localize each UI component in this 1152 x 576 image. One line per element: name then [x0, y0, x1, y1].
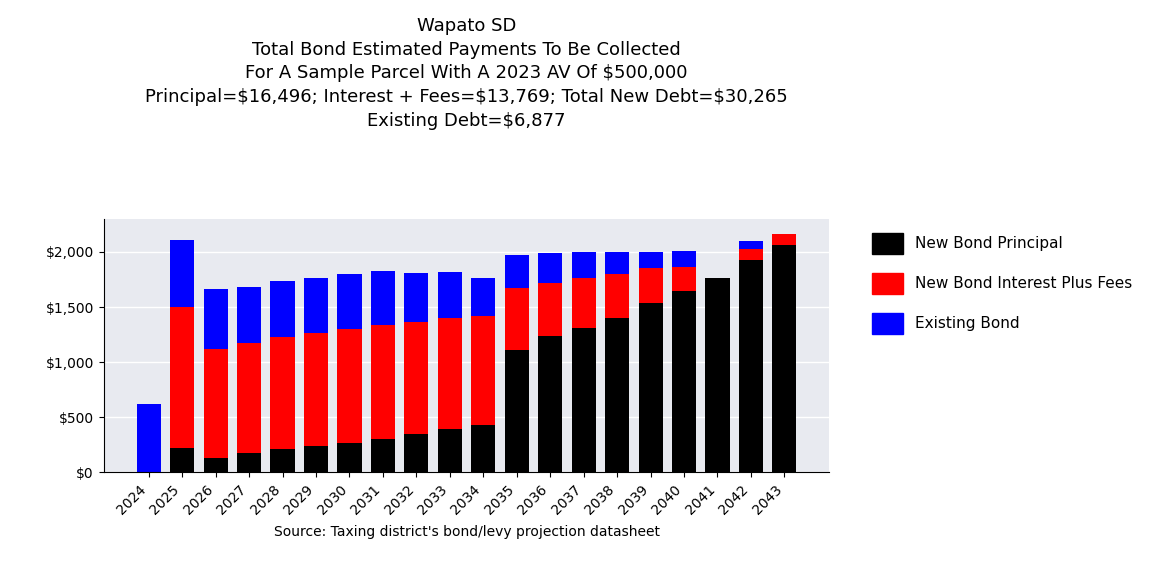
Bar — [738, 260, 763, 472]
Bar — [571, 252, 596, 278]
Bar — [271, 281, 295, 338]
Bar — [170, 448, 195, 472]
Bar — [338, 274, 362, 329]
Bar — [170, 307, 195, 448]
Bar — [204, 458, 228, 472]
Bar — [237, 343, 262, 453]
Bar — [471, 425, 495, 472]
Bar — [505, 255, 529, 289]
Bar — [605, 318, 629, 472]
Bar — [538, 336, 562, 472]
Bar — [271, 338, 295, 449]
Bar — [638, 268, 662, 302]
Bar — [304, 334, 328, 446]
Bar — [571, 328, 596, 472]
Bar — [672, 291, 696, 472]
Bar — [404, 274, 429, 322]
Bar — [304, 278, 328, 334]
Bar — [371, 439, 395, 472]
Bar — [237, 287, 262, 343]
Bar — [605, 274, 629, 318]
Bar — [638, 252, 662, 268]
Bar — [271, 449, 295, 472]
Bar — [438, 272, 462, 318]
Bar — [338, 442, 362, 472]
Bar — [438, 429, 462, 472]
Bar — [237, 453, 262, 472]
Bar — [605, 252, 629, 274]
Bar — [505, 289, 529, 350]
Bar — [571, 278, 596, 328]
Bar — [404, 434, 429, 472]
Bar — [204, 289, 228, 349]
Bar — [471, 278, 495, 316]
Bar — [137, 404, 161, 472]
Bar — [705, 278, 729, 472]
Bar — [772, 234, 796, 245]
Bar — [538, 283, 562, 336]
Legend: New Bond Principal, New Bond Interest Plus Fees, Existing Bond: New Bond Principal, New Bond Interest Pl… — [866, 226, 1138, 340]
Bar — [772, 245, 796, 472]
Bar — [170, 240, 195, 307]
Bar — [672, 267, 696, 291]
Text: Wapato SD
Total Bond Estimated Payments To Be Collected
For A Sample Parcel With: Wapato SD Total Bond Estimated Payments … — [145, 17, 788, 130]
Bar — [672, 251, 696, 267]
Bar — [538, 253, 562, 283]
Bar — [371, 271, 395, 325]
Bar — [338, 329, 362, 442]
Bar — [438, 318, 462, 429]
Bar — [638, 302, 662, 472]
Bar — [404, 322, 429, 434]
Bar — [738, 249, 763, 260]
Bar — [204, 349, 228, 458]
X-axis label: Source: Taxing district's bond/levy projection datasheet: Source: Taxing district's bond/levy proj… — [273, 525, 660, 539]
Bar — [371, 325, 395, 439]
Bar — [471, 316, 495, 425]
Bar — [505, 350, 529, 472]
Bar — [738, 241, 763, 249]
Bar — [304, 446, 328, 472]
